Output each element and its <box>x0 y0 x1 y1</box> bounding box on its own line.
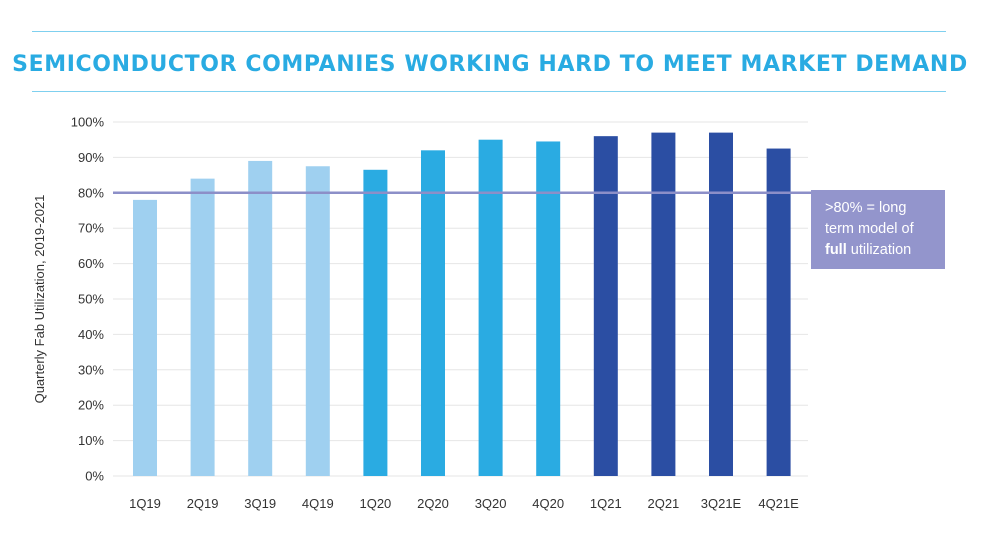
x-tick-label: 2Q19 <box>187 496 219 511</box>
chart-title: SEMICONDUCTOR COMPANIES WORKING HARD TO … <box>12 52 968 77</box>
bar-3q21e <box>709 132 733 476</box>
y-tick-label: 100% <box>71 115 105 130</box>
x-tick-label: 3Q20 <box>475 496 507 511</box>
y-axis-label: Quarterly Fab Utilization, 2019-2021 <box>32 195 47 404</box>
annotation-line-3-rest: utilization <box>846 242 912 258</box>
title-top-rule <box>32 31 946 32</box>
x-tick-label: 1Q20 <box>359 496 391 511</box>
x-tick-label: 4Q21E <box>758 496 799 511</box>
bar-4q20 <box>536 141 561 476</box>
bar-1q19 <box>133 199 157 476</box>
x-tick-label: 2Q21 <box>647 496 679 511</box>
bars <box>133 132 791 477</box>
bar-3q19 <box>248 160 273 476</box>
bar-4q21e <box>766 148 791 477</box>
x-tick-label: 2Q20 <box>417 496 449 511</box>
y-tick-label: 70% <box>78 221 104 236</box>
y-tick-label: 60% <box>78 256 104 271</box>
bar-4q19 <box>305 166 330 476</box>
x-tick-label: 4Q20 <box>532 496 564 511</box>
y-axis-ticks: 0% 10% 20% 30% 40% 50% 60% 70% 80% 90% 100% <box>71 115 105 484</box>
reference-annotation: >80% = long term model of full utilizati… <box>811 190 945 269</box>
y-tick-label: 50% <box>78 292 104 307</box>
y-tick-label: 20% <box>78 398 104 413</box>
bar-2q19 <box>190 178 215 476</box>
bar-3q20 <box>478 139 503 476</box>
title-bottom-rule <box>32 91 946 92</box>
bar-1q21 <box>593 136 618 476</box>
x-axis-ticks: 1Q19 2Q19 3Q19 4Q19 1Q20 2Q20 3Q20 4Q20 1Q21 2Q21… <box>129 496 799 511</box>
y-tick-label: 0% <box>85 469 104 484</box>
bar-2q21 <box>651 132 676 476</box>
x-tick-label: 1Q21 <box>590 496 622 511</box>
annotation-line-2: term model of <box>825 221 914 237</box>
y-tick-label: 80% <box>78 185 104 200</box>
y-tick-label: 10% <box>78 433 104 448</box>
annotation-bold-word: full <box>825 242 847 258</box>
gridlines <box>113 121 808 477</box>
annotation-line-3: full utilization <box>825 240 935 261</box>
bar-1q20 <box>363 169 388 477</box>
x-tick-label: 3Q21E <box>701 496 742 511</box>
x-tick-label: 1Q19 <box>129 496 161 511</box>
x-tick-label: 4Q19 <box>302 496 334 511</box>
x-tick-label: 3Q19 <box>244 496 276 511</box>
bar-2q20 <box>421 150 445 476</box>
y-tick-label: 90% <box>78 150 104 165</box>
y-tick-label: 40% <box>78 327 104 342</box>
annotation-line-1: >80% = long <box>825 200 907 216</box>
y-tick-label: 30% <box>78 362 104 377</box>
